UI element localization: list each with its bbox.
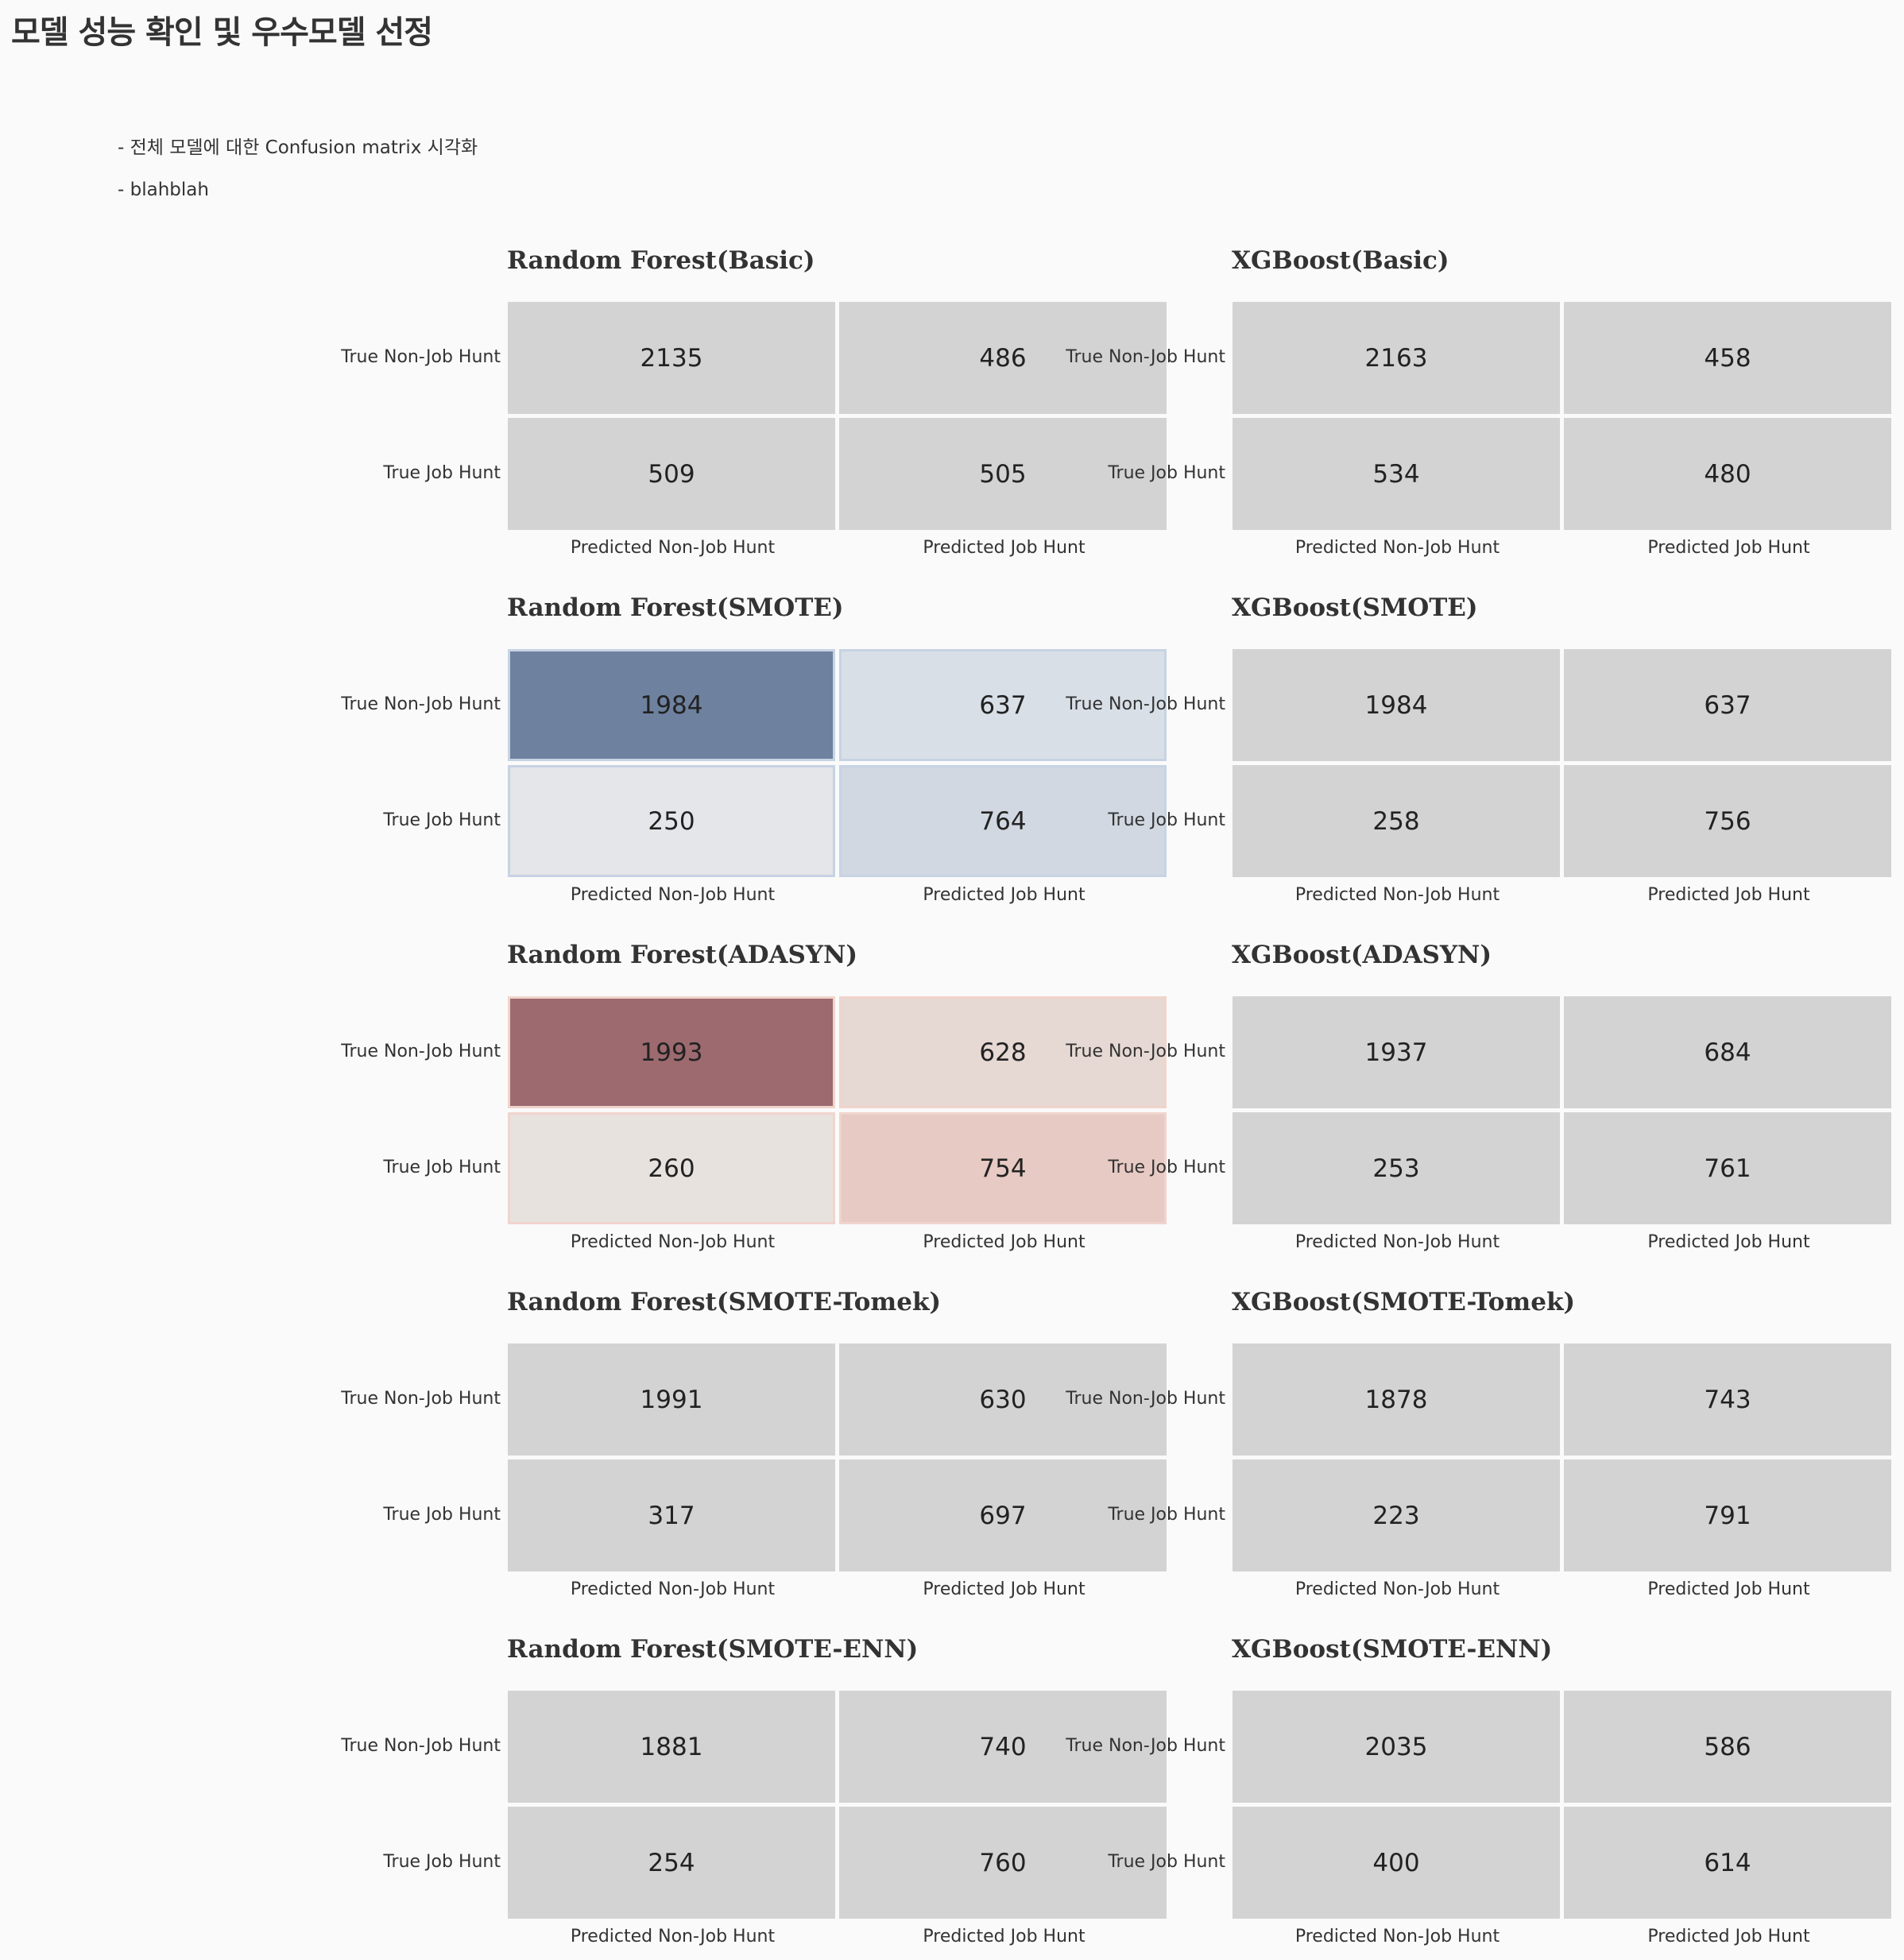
matrix-cell: 534 <box>1233 418 1560 530</box>
matrix-cell: 250 <box>508 765 835 877</box>
col-label: Predicted Job Hunt <box>1647 1927 1810 1946</box>
row-label: True Non-Job Hunt <box>341 346 501 367</box>
row-label: True Job Hunt <box>1108 1157 1225 1177</box>
matrix-title: Random Forest(Basic) <box>507 246 815 275</box>
row-label: True Job Hunt <box>383 462 501 483</box>
matrix-cell: 2135 <box>508 302 835 414</box>
page-title: 모델 성능 확인 및 우수모델 선정 <box>11 14 433 51</box>
matrix-title: XGBoost(SMOTE) <box>1232 593 1478 622</box>
row-label: True Non-Job Hunt <box>341 1388 501 1409</box>
matrix-cell: 1993 <box>508 996 835 1108</box>
row-label: True Job Hunt <box>1108 462 1225 483</box>
matrix-cell: 628 <box>839 996 1167 1108</box>
matrix-cell: 754 <box>839 1112 1167 1224</box>
row-label: True Non-Job Hunt <box>341 694 501 714</box>
col-label: Predicted Non-Job Hunt <box>570 1927 776 1946</box>
row-label: True Job Hunt <box>383 810 501 830</box>
row-label: True Non-Job Hunt <box>1066 1041 1225 1061</box>
matrix-cell: 760 <box>839 1807 1167 1919</box>
col-label: Predicted Job Hunt <box>923 1927 1086 1946</box>
matrix-cell: 1881 <box>508 1691 835 1803</box>
matrix-title: XGBoost(Basic) <box>1232 246 1449 275</box>
row-label: True Job Hunt <box>383 1504 501 1525</box>
row-label: True Job Hunt <box>1108 1504 1225 1525</box>
matrix-cell: 258 <box>1233 765 1560 877</box>
matrix-title: XGBoost(ADASYN) <box>1232 941 1492 969</box>
matrix-cell: 260 <box>508 1112 835 1224</box>
matrix-title: XGBoost(SMOTE-ENN) <box>1232 1635 1553 1664</box>
col-label: Predicted Job Hunt <box>923 885 1086 905</box>
matrix-cell: 1991 <box>508 1343 835 1456</box>
col-label: Predicted Non-Job Hunt <box>1294 1927 1500 1946</box>
matrix-cell: 509 <box>508 418 835 530</box>
matrix-cell: 764 <box>839 765 1167 877</box>
matrix-cell: 630 <box>839 1343 1167 1456</box>
row-label: True Non-Job Hunt <box>1066 1735 1225 1756</box>
col-label: Predicted Non-Job Hunt <box>1294 538 1500 558</box>
matrix-cell: 637 <box>1564 649 1891 761</box>
col-label: Predicted Non-Job Hunt <box>1294 1232 1500 1252</box>
matrix-cell: 1878 <box>1233 1343 1560 1456</box>
col-label: Predicted Non-Job Hunt <box>1294 1579 1500 1599</box>
matrix-title: Random Forest(ADASYN) <box>507 941 858 969</box>
col-label: Predicted Non-Job Hunt <box>570 538 776 558</box>
row-label: True Non-Job Hunt <box>341 1735 501 1756</box>
matrix-cell: 1984 <box>1233 649 1560 761</box>
matrix-cell: 761 <box>1564 1112 1891 1224</box>
matrix-cell: 756 <box>1564 765 1891 877</box>
col-label: Predicted Non-Job Hunt <box>570 1579 776 1599</box>
matrix-cell: 684 <box>1564 996 1891 1108</box>
matrix-cell: 743 <box>1564 1343 1891 1456</box>
matrix-title: XGBoost(SMOTE-Tomek) <box>1232 1288 1576 1316</box>
matrix-cell: 586 <box>1564 1691 1891 1803</box>
matrix-cell: 400 <box>1233 1807 1560 1919</box>
matrix-cell: 697 <box>839 1459 1167 1571</box>
row-label: True Job Hunt <box>1108 810 1225 830</box>
matrix-cell: 458 <box>1564 302 1891 414</box>
matrix-cell: 2163 <box>1233 302 1560 414</box>
col-label: Predicted Job Hunt <box>923 1579 1086 1599</box>
row-label: True Non-Job Hunt <box>341 1041 501 1061</box>
col-label: Predicted Job Hunt <box>1647 885 1810 905</box>
row-label: True Non-Job Hunt <box>1066 346 1225 367</box>
matrix-cell: 253 <box>1233 1112 1560 1224</box>
matrix-title: Random Forest(SMOTE) <box>507 593 844 622</box>
matrix-cell: 505 <box>839 418 1167 530</box>
matrix-cell: 486 <box>839 302 1167 414</box>
matrix-cell: 480 <box>1564 418 1891 530</box>
matrix-cell: 637 <box>839 649 1167 761</box>
note-line: - blahblah <box>118 180 209 200</box>
row-label: True Non-Job Hunt <box>1066 1388 1225 1409</box>
note-line: - 전체 모델에 대한 Confusion matrix 시각화 <box>118 137 478 158</box>
matrix-cell: 614 <box>1564 1807 1891 1919</box>
row-label: True Non-Job Hunt <box>1066 694 1225 714</box>
col-label: Predicted Non-Job Hunt <box>570 885 776 905</box>
matrix-cell: 317 <box>508 1459 835 1571</box>
matrix-cell: 740 <box>839 1691 1167 1803</box>
matrix-cell: 254 <box>508 1807 835 1919</box>
matrix-cell: 791 <box>1564 1459 1891 1571</box>
row-label: True Job Hunt <box>383 1157 501 1177</box>
row-label: True Job Hunt <box>1108 1851 1225 1872</box>
col-label: Predicted Job Hunt <box>923 1232 1086 1252</box>
col-label: Predicted Job Hunt <box>923 538 1086 558</box>
matrix-cell: 1937 <box>1233 996 1560 1108</box>
col-label: Predicted Non-Job Hunt <box>570 1232 776 1252</box>
col-label: Predicted Job Hunt <box>1647 1579 1810 1599</box>
row-label: True Job Hunt <box>383 1851 501 1872</box>
matrix-cell: 1984 <box>508 649 835 761</box>
col-label: Predicted Job Hunt <box>1647 1232 1810 1252</box>
matrix-cell: 2035 <box>1233 1691 1560 1803</box>
col-label: Predicted Job Hunt <box>1647 538 1810 558</box>
matrix-title: Random Forest(SMOTE-ENN) <box>507 1635 919 1664</box>
col-label: Predicted Non-Job Hunt <box>1294 885 1500 905</box>
matrix-cell: 223 <box>1233 1459 1560 1571</box>
matrix-title: Random Forest(SMOTE-Tomek) <box>507 1288 942 1316</box>
